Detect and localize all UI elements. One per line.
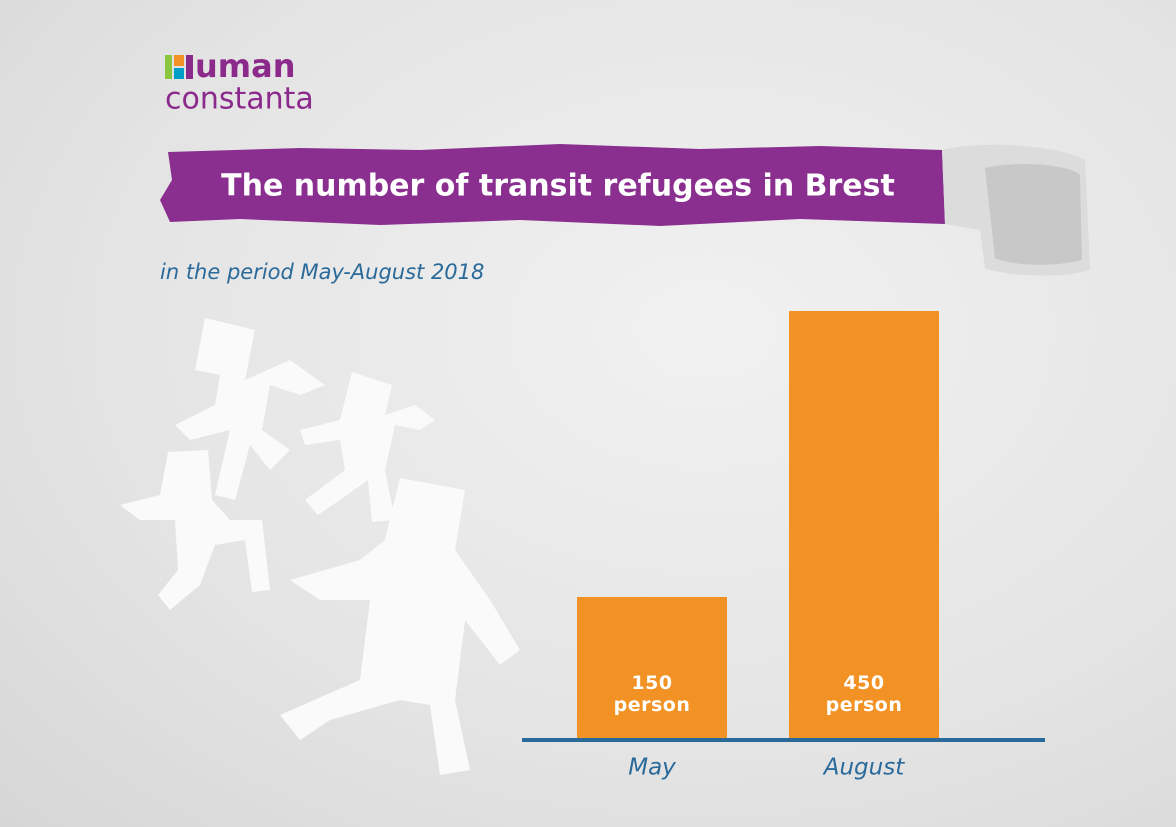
title-banner xyxy=(160,144,945,226)
paper-curl xyxy=(985,164,1082,265)
logo-icon xyxy=(174,55,184,66)
x-tick-label: August xyxy=(822,755,905,781)
chart-subtitle: in the period May-August 2018 xyxy=(160,260,484,284)
bar xyxy=(577,597,727,740)
logo-text: uman xyxy=(195,47,296,85)
value-label: 150 person xyxy=(613,672,691,716)
logo-text: constanta xyxy=(165,82,314,117)
logo-icon xyxy=(165,55,172,79)
figures xyxy=(120,318,520,775)
chart-title: The number of transit refugees in Brest xyxy=(221,169,895,204)
logo-icon xyxy=(174,68,184,79)
logo-icon xyxy=(186,55,193,79)
value-label: 450 person xyxy=(825,672,903,716)
x-tick-label: May xyxy=(628,755,676,781)
bar xyxy=(789,311,939,740)
